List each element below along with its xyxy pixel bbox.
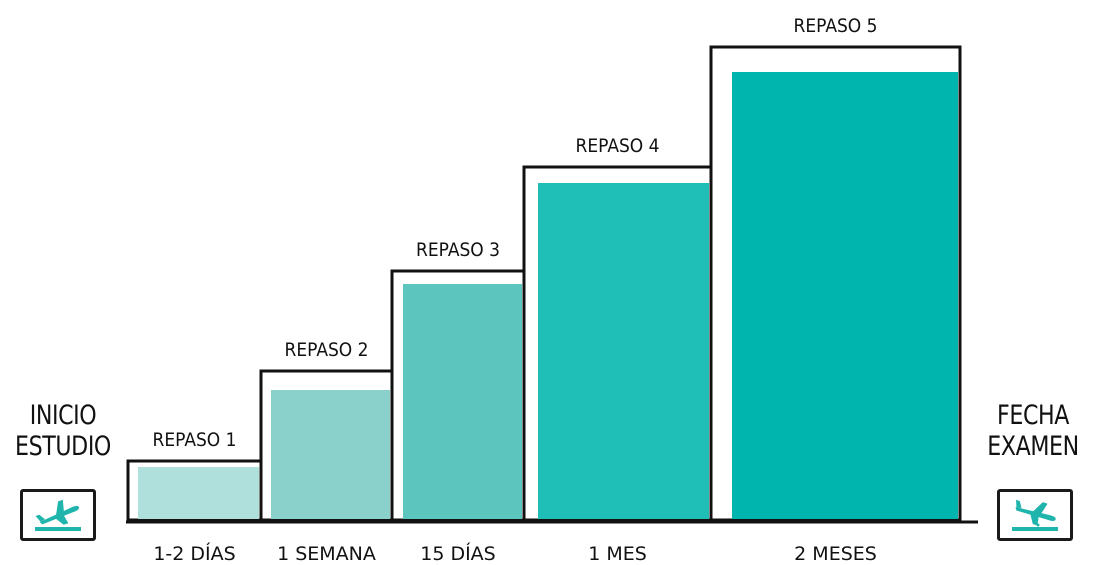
end-label-line1: FECHA — [997, 400, 1069, 431]
start-label-line2: ESTUDIO — [15, 431, 111, 462]
start-label: INICIO ESTUDIO — [10, 400, 117, 462]
step-fill — [271, 390, 390, 519]
end-label-line2: EXAMEN — [987, 431, 1079, 462]
step-5: REPASO 5 2 MESES — [709, 15, 962, 565]
step-2: REPASO 2 1 SEMANA — [259, 339, 394, 565]
step-interval: 1 SEMANA — [277, 543, 376, 565]
step-label: REPASO 1 — [153, 429, 237, 451]
step-label: REPASO 3 — [416, 239, 500, 261]
step-interval: 1 MES — [588, 543, 647, 565]
step-interval: 15 DÍAS — [420, 542, 496, 565]
step-interval: 2 MESES — [794, 543, 877, 565]
step-4: REPASO 4 1 MES — [522, 135, 713, 565]
takeoff-icon-box — [20, 489, 96, 541]
step-fill — [732, 72, 958, 519]
step-label: REPASO 5 — [794, 15, 878, 37]
step-fill — [403, 284, 522, 519]
step-interval: 1-2 DÍAS — [153, 542, 235, 565]
landing-icon-box — [997, 489, 1073, 541]
start-label-line1: INICIO — [29, 400, 97, 431]
step-label: REPASO 4 — [576, 135, 660, 157]
step-fill — [538, 183, 709, 519]
airplane-takeoff-icon — [35, 499, 81, 531]
end-label: FECHA EXAMEN — [980, 400, 1087, 462]
step-1: REPASO 1 1-2 DÍAS — [126, 429, 263, 565]
step-label: REPASO 2 — [285, 339, 369, 361]
step-3: REPASO 3 15 DÍAS — [390, 239, 526, 565]
step-fill — [138, 467, 259, 519]
airplane-landing-icon — [1012, 499, 1058, 531]
